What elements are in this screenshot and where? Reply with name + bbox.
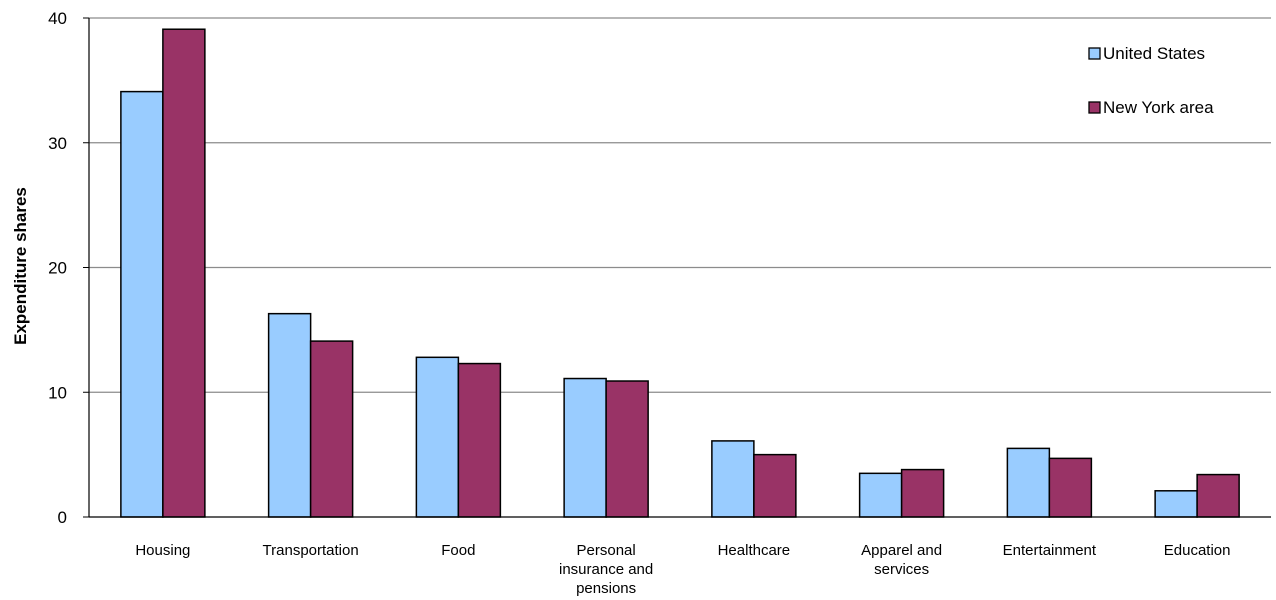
legend-label: New York area — [1103, 98, 1214, 117]
y-tick-label: 10 — [48, 383, 67, 402]
x-category-label: Healthcare — [718, 542, 791, 559]
legend-swatch — [1088, 101, 1101, 114]
x-category-label: Food — [441, 542, 475, 559]
x-category-label: Housing — [135, 542, 190, 559]
bar-new-york-area — [605, 380, 649, 518]
bar-united-states — [563, 377, 607, 518]
bar-new-york-area — [162, 28, 206, 518]
y-tick-label: 20 — [48, 259, 67, 278]
bar-united-states — [1006, 447, 1051, 518]
bar-new-york-area — [457, 362, 502, 518]
legend: United States New York area — [1088, 44, 1214, 117]
x-category-label: Apparel and services — [861, 542, 942, 578]
y-tick-label: 0 — [58, 508, 67, 527]
bars — [120, 28, 1240, 518]
bar-new-york-area — [1196, 473, 1240, 518]
x-category-label: Personal insurance and pensions — [559, 542, 653, 597]
y-axis-label: Expenditure shares — [11, 187, 30, 345]
bar-united-states — [415, 356, 460, 518]
x-category-label: Entertainment — [1003, 542, 1097, 559]
y-axis-ticks: 0 10 20 30 40 — [48, 9, 89, 527]
gridlines — [89, 17, 1271, 393]
bar-new-york-area — [309, 340, 354, 518]
legend-swatch — [1088, 47, 1101, 60]
bar-united-states — [1154, 490, 1198, 518]
x-category-label: Education — [1164, 542, 1231, 559]
bar-united-states — [711, 440, 755, 518]
bar-united-states — [120, 90, 164, 518]
bar-new-york-area — [900, 468, 945, 518]
category-labels: Housing Transportation Food Personal insuran… — [135, 542, 1230, 597]
bar-new-york-area — [1048, 457, 1093, 518]
axes — [88, 18, 1271, 518]
y-tick-label: 40 — [48, 9, 67, 28]
legend-label: United States — [1103, 44, 1205, 63]
x-category-label: Transportation — [263, 542, 359, 559]
bar-united-states — [267, 312, 312, 518]
y-tick-label: 30 — [48, 134, 67, 153]
bar-new-york-area — [753, 453, 797, 518]
bar-united-states — [858, 472, 903, 518]
